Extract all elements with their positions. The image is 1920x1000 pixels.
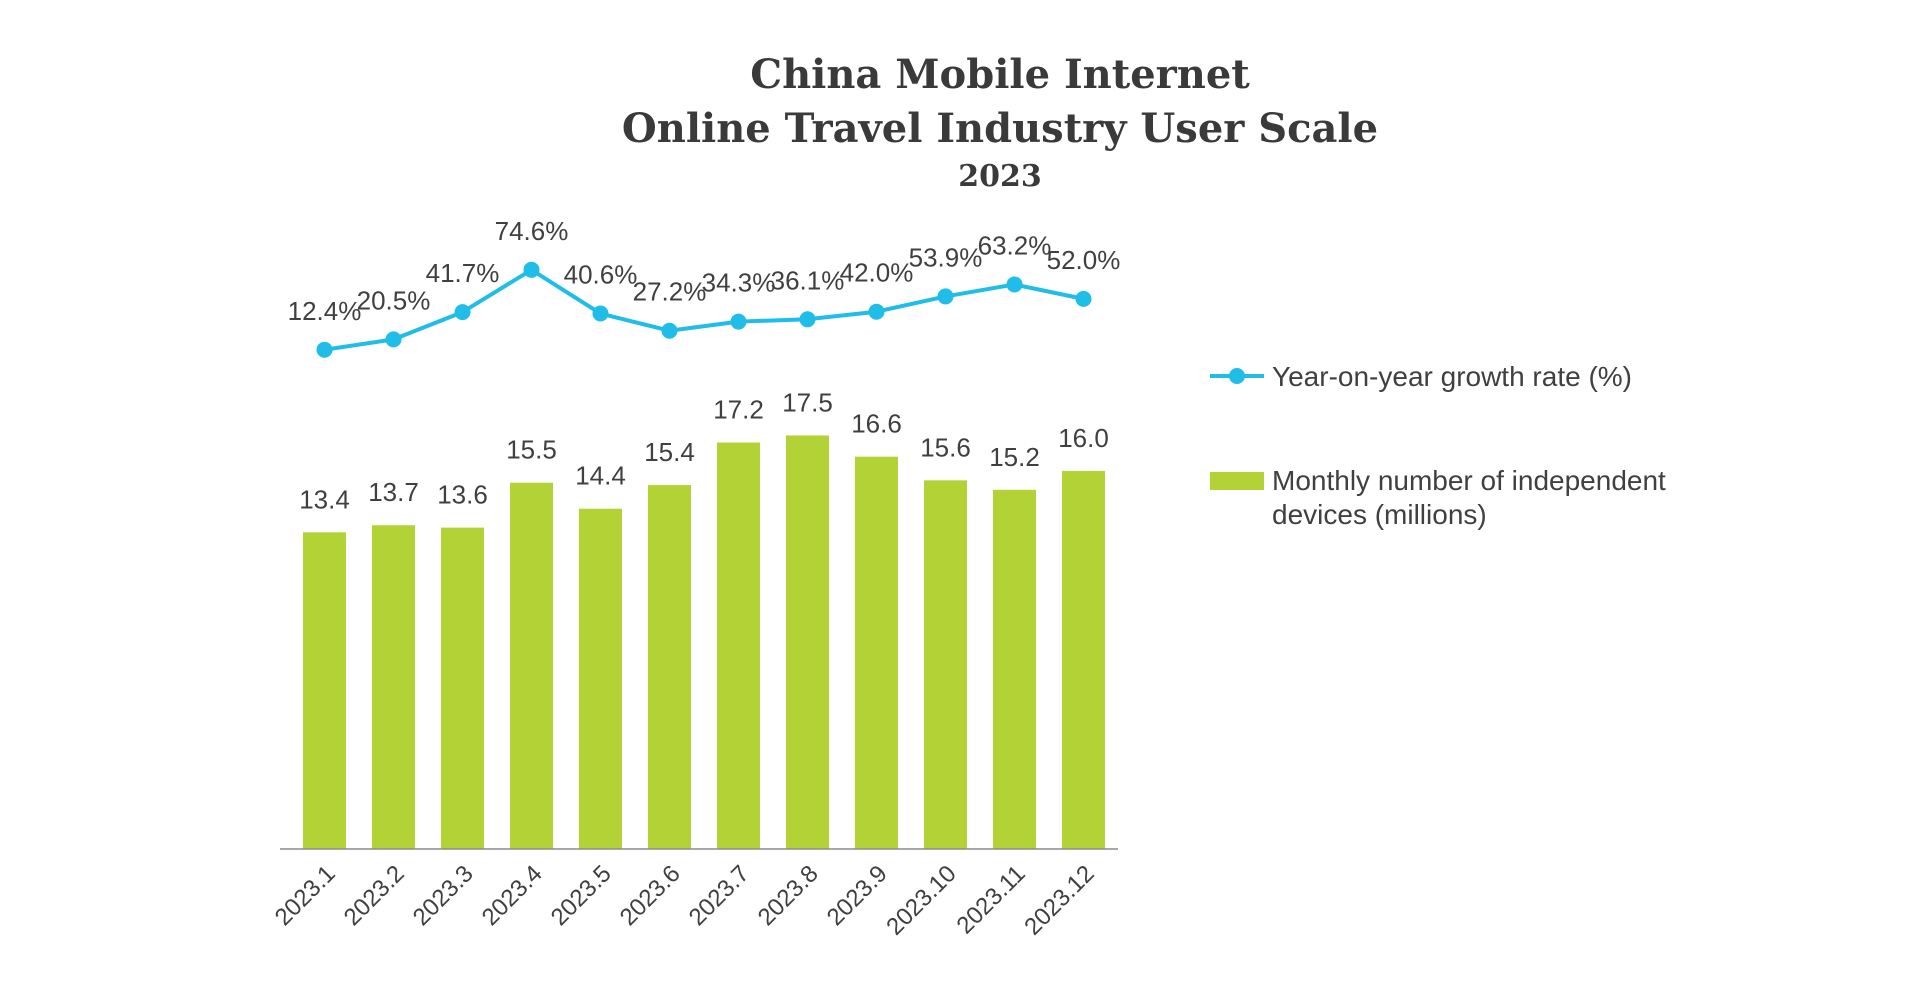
growth-point [799, 311, 816, 328]
growth-point [454, 304, 471, 321]
growth-data-label: 53.9% [909, 242, 983, 272]
growth-point [385, 331, 402, 348]
bar [1062, 470, 1105, 849]
growth-data-label: 12.4% [288, 296, 362, 326]
legend: Year-on-year growth rate (%) Monthly num… [1210, 361, 1666, 530]
growth-point [316, 341, 333, 358]
growth-data-label: 63.2% [978, 230, 1052, 260]
legend-item-growth-rate: Year-on-year growth rate (%) [1210, 361, 1632, 392]
bar [510, 482, 553, 849]
x-tick-label: 2023.7 [684, 860, 755, 931]
bar [648, 485, 691, 849]
chart-title-group: China Mobile Internet Online Travel Indu… [622, 51, 1378, 194]
growth-data-label: 27.2% [633, 277, 707, 307]
legend-item-devices: Monthly number of independent devices (m… [1210, 465, 1666, 530]
legend-label-growth-rate: Year-on-year growth rate (%) [1272, 361, 1632, 392]
legend-label-devices-line2: devices (millions) [1272, 499, 1487, 530]
growth-point [868, 303, 885, 320]
bar [717, 442, 760, 849]
bar-data-label: 16.0 [1058, 423, 1109, 453]
plot-area: 13.4 13.7 13.6 15.5 14.4 15.4 17.2 17.5 16.6 15.6… [270, 216, 1121, 941]
bar-data-label: 14.4 [575, 461, 626, 491]
x-tick-label: 2023.2 [339, 860, 410, 931]
bar [303, 532, 346, 849]
legend-marker-swatch [1229, 368, 1245, 384]
growth-point [661, 322, 678, 339]
chart-subtitle: 2023 [958, 159, 1042, 194]
growth-point [1075, 290, 1092, 307]
x-tick-label: 2023.3 [408, 860, 479, 931]
x-tick-label: 2023.5 [546, 860, 617, 931]
x-tick-label: 2023.4 [477, 860, 548, 931]
x-tick-label: 2023.10 [881, 860, 961, 940]
bar-data-label: 16.6 [851, 409, 902, 439]
bar [786, 435, 829, 849]
growth-point [937, 288, 954, 305]
bar-data-label: 17.2 [713, 395, 764, 425]
bar [441, 527, 484, 849]
growth-point [523, 261, 540, 278]
bar-data-label: 13.7 [368, 477, 419, 507]
bar-series [303, 435, 1105, 849]
growth-data-label: 40.6% [564, 260, 638, 290]
growth-line [324, 267, 1084, 352]
x-tick-label: 2023.6 [615, 860, 686, 931]
bar-data-labels: 13.4 13.7 13.6 15.5 14.4 15.4 17.2 17.5 16.6 15.6… [299, 387, 1109, 514]
bar [579, 508, 622, 849]
bar-data-label: 15.4 [644, 437, 695, 467]
bar-data-label: 13.4 [299, 484, 350, 514]
legend-label-devices-line1: Monthly number of independent [1272, 465, 1666, 496]
x-tick-label: 2023.11 [952, 860, 1031, 939]
x-tick-label: 2023.12 [1019, 860, 1099, 940]
bar-data-label: 17.5 [782, 387, 833, 417]
chart-title: China Mobile Internet [750, 51, 1250, 98]
growth-data-label: 74.6% [495, 216, 569, 246]
growth-data-label: 20.5% [357, 285, 431, 315]
x-tick-label: 2023.8 [753, 860, 824, 931]
chart-title-line2: Online Travel Industry User Scale [622, 105, 1378, 152]
bar-data-label: 15.6 [920, 432, 971, 462]
bar [924, 480, 967, 849]
growth-point [1006, 276, 1023, 293]
growth-data-label: 52.0% [1047, 245, 1121, 275]
bar-data-label: 13.6 [437, 480, 488, 510]
bar [993, 489, 1036, 849]
bar [372, 525, 415, 849]
bar-data-label: 15.5 [506, 435, 557, 465]
growth-data-label: 36.1% [771, 265, 845, 295]
growth-point [730, 313, 747, 330]
growth-point [592, 305, 609, 322]
growth-data-labels: 12.4%20.5%41.7% 74.6% 40.6%27.2%34.3%36.1%… [288, 216, 1121, 326]
legend-bar-swatch [1210, 472, 1264, 490]
bar-data-label: 15.2 [989, 442, 1040, 472]
growth-line-series [316, 261, 1092, 358]
growth-data-label: 42.0% [840, 258, 914, 288]
growth-data-label: 41.7% [426, 258, 500, 288]
bar [855, 456, 898, 849]
x-tick-label: 2023.1 [270, 860, 341, 931]
x-axis-tick-labels: 2023.12023.22023.32023.42023.52023.62023… [270, 860, 1100, 940]
growth-data-label: 34.3% [702, 268, 776, 298]
